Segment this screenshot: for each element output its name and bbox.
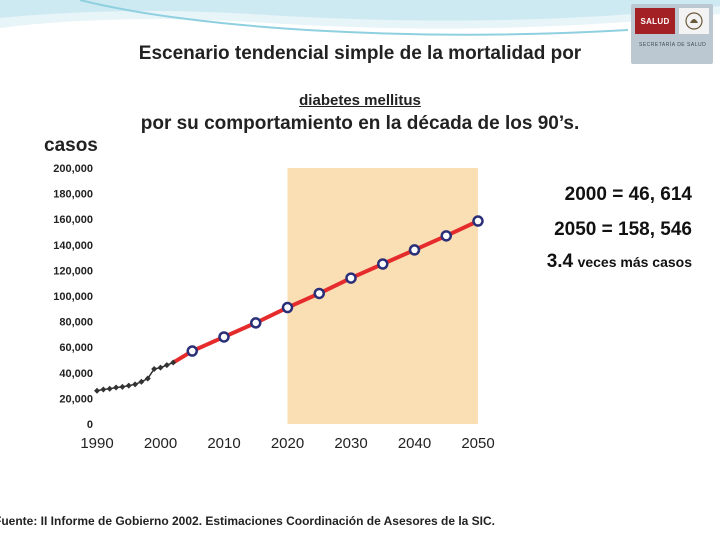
chart-title: Escenario tendencial simple de la mortal… — [138, 43, 582, 64]
projected-point — [250, 317, 262, 329]
y-tick-label: 120,000 — [53, 265, 93, 277]
observed-point — [94, 387, 100, 394]
y-tick-label: 80,000 — [59, 317, 93, 329]
annotation-ratio-text: veces más casos — [577, 254, 692, 270]
observed-point — [144, 375, 151, 382]
observed-point — [163, 362, 170, 369]
x-tick-label: 2040 — [398, 435, 431, 452]
observed-point — [100, 386, 107, 393]
projected-point — [218, 331, 230, 343]
x-tick-label: 2050 — [461, 435, 494, 452]
chart-subtitle: por su comportamiento en la década de lo… — [140, 113, 580, 134]
y-axis-label: casos — [44, 135, 98, 156]
y-tick-label: 20,000 — [59, 393, 93, 405]
y-tick-label: 60,000 — [59, 342, 93, 354]
x-tick-label: 2010 — [207, 435, 240, 452]
observed-point — [132, 381, 139, 388]
eagle-emblem-icon — [679, 8, 709, 34]
projected-point — [281, 301, 294, 314]
observed-point — [170, 359, 177, 366]
header-swoosh — [0, 0, 720, 36]
observed-point — [138, 378, 145, 385]
x-tick-label: 2030 — [334, 435, 367, 452]
projected-point — [408, 244, 421, 256]
annotation-2050: 2050 = 158, 546 — [554, 219, 692, 240]
annotation-ratio-number: 3.4 — [546, 251, 574, 272]
projected-point — [186, 345, 198, 357]
observed-point — [113, 384, 120, 391]
projected-point — [345, 272, 357, 284]
annotation-ratio: 3.4 veces más casos — [496, 251, 692, 273]
salud-brand: SALUD — [635, 8, 675, 34]
observed-point — [151, 365, 158, 372]
x-tick-label: 2020 — [271, 435, 304, 452]
y-tick-label: 200,000 — [53, 163, 93, 175]
observed-point — [125, 382, 132, 389]
y-tick-label: 0 — [87, 419, 93, 431]
y-tick-label: 40,000 — [59, 368, 93, 380]
chart-title-link[interactable]: diabetes mellitus — [299, 92, 421, 109]
observed-point — [157, 364, 164, 371]
x-tick-label: 1990 — [80, 435, 113, 452]
projected-point — [472, 215, 484, 227]
observed-point — [119, 383, 126, 390]
x-tick-label: 2000 — [144, 435, 177, 452]
projected-point — [440, 230, 452, 242]
observed-point — [106, 385, 113, 392]
y-tick-label: 180,000 — [53, 189, 93, 201]
annotation-2000: 2000 = 46, 614 — [564, 184, 692, 205]
y-tick-label: 100,000 — [53, 291, 93, 303]
projected-point — [313, 287, 325, 300]
y-tick-label: 160,000 — [53, 214, 93, 226]
ministry-name: SECRETARÍA DE SALUD — [639, 42, 707, 48]
projected-point — [377, 258, 389, 270]
source-note: Fuente: II Informe de Gobierno 2002. Est… — [0, 514, 496, 528]
y-tick-label: 140,000 — [53, 240, 93, 252]
salud-logo: SALUD SECRETARÍA DE SALUD — [631, 4, 713, 64]
